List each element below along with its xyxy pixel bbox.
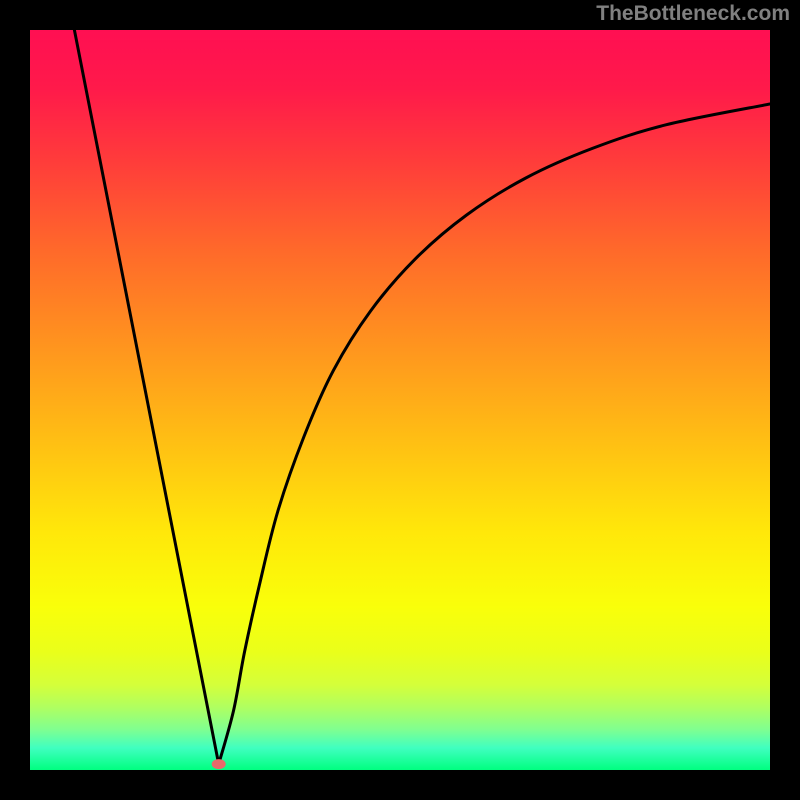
vertex-marker bbox=[212, 759, 226, 769]
chart-container: TheBottleneck.com bbox=[0, 0, 800, 800]
plot-area bbox=[30, 30, 770, 770]
gradient-background bbox=[30, 30, 770, 770]
chart-svg bbox=[30, 30, 770, 770]
watermark-text: TheBottleneck.com bbox=[596, 2, 790, 26]
